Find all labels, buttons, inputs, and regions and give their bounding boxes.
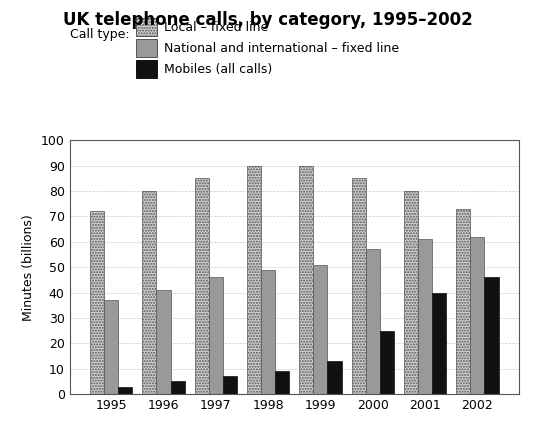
Text: Local – fixed line: Local – fixed line [164, 21, 268, 34]
Bar [118, 387, 132, 394]
Bar [171, 381, 185, 394]
Bar [314, 265, 327, 394]
Bar [142, 191, 156, 394]
Text: UK telephone calls, by category, 1995–2002: UK telephone calls, by category, 1995–20… [63, 11, 472, 29]
Text: National and international – fixed line: National and international – fixed line [164, 42, 399, 55]
Bar [418, 239, 432, 394]
Bar [247, 166, 261, 394]
Bar [380, 331, 394, 394]
Bar [195, 178, 209, 394]
Bar [327, 361, 341, 394]
Y-axis label: Minutes (billions): Minutes (billions) [22, 214, 35, 321]
Bar [456, 209, 470, 394]
Bar [209, 277, 223, 394]
Bar [156, 290, 171, 394]
Bar [299, 166, 314, 394]
Bar [261, 270, 275, 394]
Bar [104, 300, 118, 394]
Bar [484, 277, 499, 394]
Bar [404, 191, 418, 394]
Bar [90, 211, 104, 394]
Bar [223, 376, 237, 394]
Bar [470, 237, 484, 394]
Bar [275, 371, 289, 394]
Text: Call type:: Call type: [70, 28, 129, 42]
Text: Mobiles (all calls): Mobiles (all calls) [164, 63, 272, 76]
Bar [365, 249, 380, 394]
Bar [351, 178, 365, 394]
Bar [432, 293, 446, 394]
